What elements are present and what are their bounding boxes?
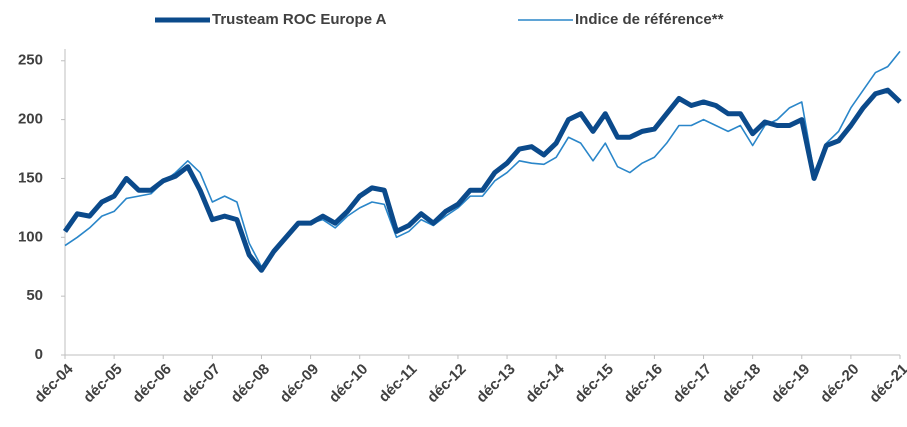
x-tick-label: déc-05 bbox=[80, 361, 126, 407]
legend-label: Trusteam ROC Europe A bbox=[212, 11, 387, 28]
y-tick-label: 0 bbox=[35, 346, 43, 363]
x-tick-label: déc-10 bbox=[326, 361, 372, 407]
x-tick-label: déc-18 bbox=[719, 361, 765, 407]
x-tick-label: déc-04 bbox=[31, 360, 77, 406]
x-tick-label: déc-21 bbox=[866, 361, 907, 407]
x-tick-label: déc-14 bbox=[522, 360, 568, 406]
x-tick-label: déc-16 bbox=[620, 361, 666, 407]
x-tick-label: déc-15 bbox=[571, 361, 617, 407]
x-tick-label: déc-07 bbox=[178, 361, 224, 407]
legend-label: Indice de référence** bbox=[575, 11, 724, 28]
x-tick-label: déc-09 bbox=[277, 361, 323, 407]
x-tick-label: déc-20 bbox=[817, 361, 863, 407]
y-tick-label: 200 bbox=[18, 111, 43, 128]
y-tick-label: 100 bbox=[18, 228, 43, 245]
y-tick-label: 150 bbox=[18, 169, 43, 186]
series-line bbox=[64, 50, 901, 268]
y-tick-label: 250 bbox=[18, 52, 43, 69]
x-tick-label: déc-17 bbox=[670, 361, 716, 407]
x-tick-label: déc-08 bbox=[227, 361, 273, 407]
x-tick-label: déc-19 bbox=[768, 361, 814, 407]
x-tick-label: déc-12 bbox=[424, 361, 470, 407]
x-tick-label: déc-06 bbox=[129, 361, 175, 407]
y-tick-label: 50 bbox=[26, 287, 43, 304]
x-tick-label: déc-13 bbox=[473, 361, 519, 407]
x-tick-label: déc-11 bbox=[375, 361, 420, 406]
series-line bbox=[62, 87, 902, 273]
